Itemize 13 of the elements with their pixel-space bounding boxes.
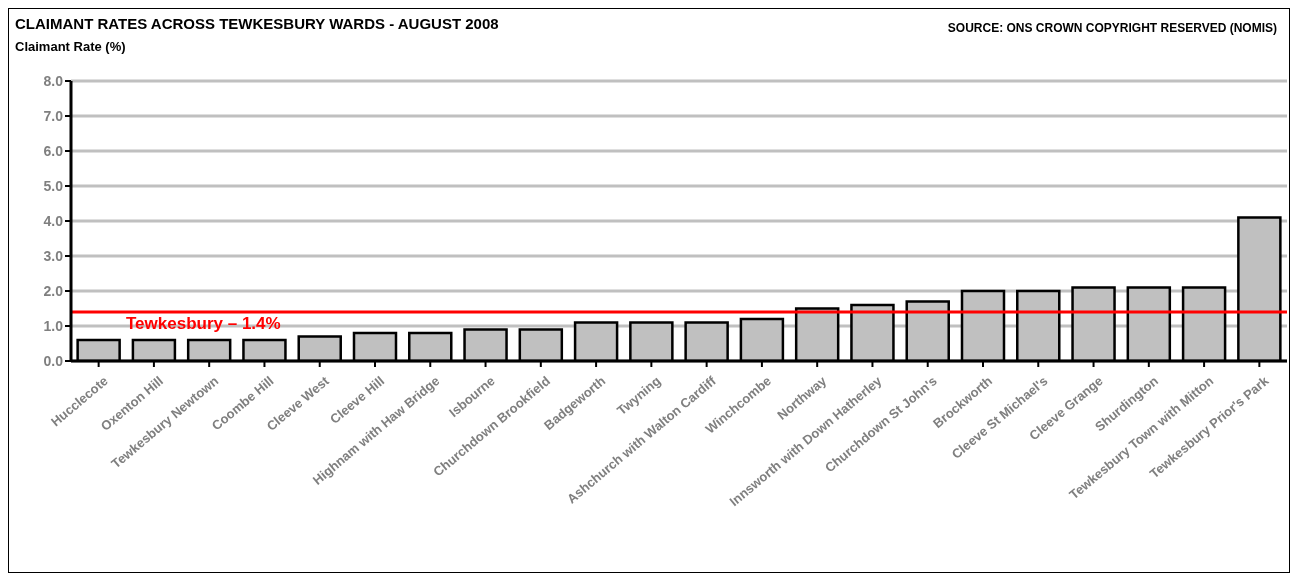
ref-line-label: Tewkesbury – 1.4% [126, 314, 281, 334]
source-note: SOURCE: ONS CROWN COPYRIGHT RESERVED (NOMIS) [947, 21, 1277, 35]
y-tick-label: 8.0 [43, 72, 64, 89]
y-tick-label: 2.0 [43, 282, 64, 299]
y-axis-title: Claimant Rate (%) [15, 39, 126, 54]
y-tick-label: 7.0 [43, 107, 64, 124]
y-tick-label: 6.0 [43, 142, 64, 159]
y-tick-label: 5.0 [43, 177, 64, 194]
chart-title: CLAIMANT RATES ACROSS TEWKESBURY WARDS - AUGUST 2008 [15, 15, 499, 32]
y-tick-label: 3.0 [43, 247, 64, 264]
y-tick-label: 1.0 [43, 317, 64, 334]
y-tick-label: 4.0 [43, 212, 64, 229]
y-tick-label: 0.0 [43, 352, 64, 369]
